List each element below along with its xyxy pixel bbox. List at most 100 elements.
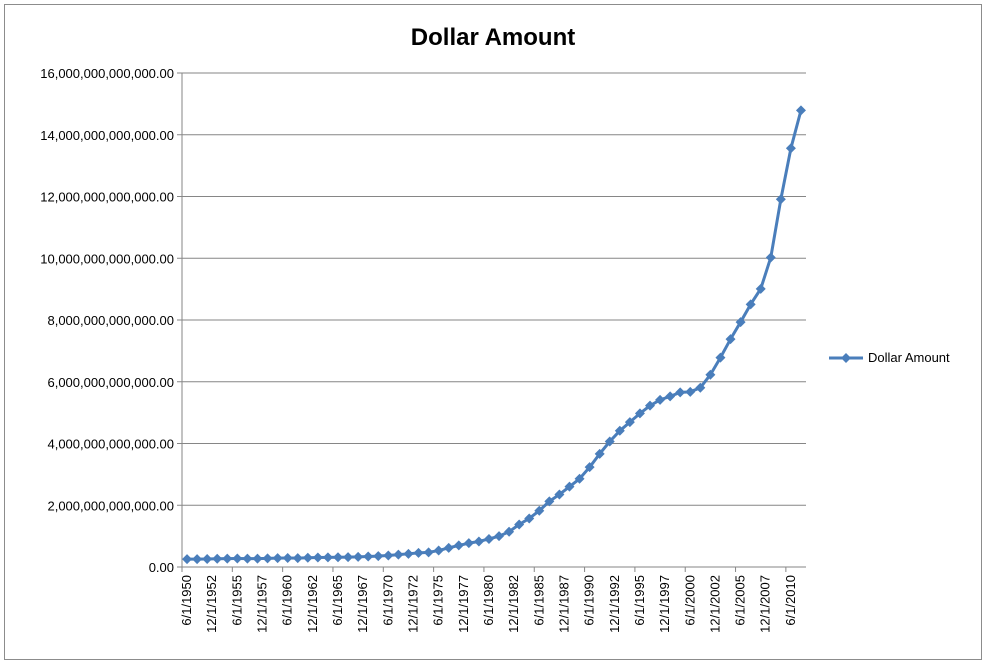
x-tick-label: 12/1/1962 bbox=[305, 575, 320, 633]
legend-swatch-marker bbox=[841, 353, 851, 363]
x-tick-label: 12/1/1997 bbox=[657, 575, 672, 633]
x-tick-label: 12/1/1967 bbox=[355, 575, 370, 633]
data-point-marker bbox=[665, 391, 676, 402]
series-line bbox=[187, 109, 803, 561]
y-tick-label: 8,000,000,000,000.00 bbox=[47, 313, 174, 328]
x-tick-label: 12/1/1987 bbox=[556, 575, 571, 633]
x-tick-label: 6/1/1985 bbox=[531, 575, 546, 626]
data-point-marker bbox=[675, 387, 686, 398]
y-tick-label: 14,000,000,000,000.00 bbox=[40, 128, 174, 143]
data-point-marker bbox=[322, 552, 333, 563]
data-point-marker bbox=[212, 553, 223, 564]
data-point-marker bbox=[614, 425, 625, 436]
x-tick-label: 6/1/1980 bbox=[481, 575, 496, 626]
data-point-marker bbox=[685, 386, 696, 397]
data-point-marker bbox=[524, 513, 535, 524]
data-point-marker bbox=[514, 519, 525, 530]
data-point-marker bbox=[564, 481, 575, 492]
data-point-marker bbox=[785, 143, 796, 154]
y-tick-label: 2,000,000,000,000.00 bbox=[47, 498, 174, 513]
x-tick-label: 6/1/1995 bbox=[632, 575, 647, 626]
x-tick-label: 12/1/1992 bbox=[607, 575, 622, 633]
y-tick-label: 10,000,000,000,000.00 bbox=[40, 251, 174, 266]
data-point-marker bbox=[312, 552, 323, 563]
x-tick-label: 6/1/1990 bbox=[582, 575, 597, 626]
x-tick-label: 12/1/1972 bbox=[405, 575, 420, 633]
x-tick-label: 6/1/2010 bbox=[783, 575, 798, 626]
data-point-marker bbox=[182, 554, 193, 565]
x-tick-label: 6/1/1950 bbox=[179, 575, 194, 626]
data-point-marker bbox=[584, 462, 595, 473]
data-point-marker bbox=[775, 194, 786, 205]
data-point-marker bbox=[403, 548, 414, 559]
data-point-marker bbox=[272, 553, 283, 564]
data-point-marker bbox=[393, 549, 404, 560]
data-point-marker bbox=[624, 417, 635, 428]
x-tick-label: 6/1/1955 bbox=[229, 575, 244, 626]
legend: Dollar Amount bbox=[829, 350, 950, 365]
data-point-marker bbox=[725, 334, 736, 345]
data-point-marker bbox=[333, 552, 343, 563]
data-point-marker bbox=[262, 553, 273, 564]
data-point-marker bbox=[443, 542, 454, 553]
chart-title: Dollar Amount bbox=[411, 24, 575, 51]
x-tick-label: 12/1/1982 bbox=[506, 575, 521, 633]
x-tick-label: 12/1/1957 bbox=[255, 575, 270, 633]
data-point-marker bbox=[705, 369, 716, 380]
x-tick-label: 6/1/2005 bbox=[733, 575, 748, 626]
data-point-marker bbox=[343, 552, 354, 563]
data-point-marker bbox=[755, 283, 766, 294]
data-point-marker bbox=[302, 552, 313, 563]
x-tick-label: 12/1/1977 bbox=[456, 575, 471, 633]
data-point-marker bbox=[735, 317, 746, 328]
y-tick-label: 6,000,000,000,000.00 bbox=[47, 375, 174, 390]
data-point-marker bbox=[423, 547, 434, 558]
data-point-marker bbox=[494, 531, 505, 542]
series-group bbox=[182, 105, 806, 565]
legend-label: Dollar Amount bbox=[868, 350, 950, 365]
data-point-marker bbox=[222, 553, 233, 564]
y-tick-label: 0.00 bbox=[149, 560, 174, 575]
data-point-marker bbox=[453, 540, 464, 551]
data-point-marker bbox=[483, 533, 494, 544]
x-tick-label: 6/1/1965 bbox=[330, 575, 345, 626]
data-point-marker bbox=[745, 299, 756, 310]
data-point-marker bbox=[433, 545, 444, 556]
data-point-marker bbox=[473, 536, 484, 547]
data-point-marker bbox=[544, 496, 555, 507]
data-point-marker bbox=[413, 547, 424, 558]
x-tick-label: 12/1/1952 bbox=[204, 575, 219, 633]
data-point-marker bbox=[655, 394, 666, 405]
data-point-marker bbox=[795, 105, 806, 116]
data-point-marker bbox=[353, 551, 364, 562]
data-point-marker bbox=[383, 550, 394, 561]
gridlines bbox=[182, 72, 806, 568]
data-point-marker bbox=[463, 538, 474, 549]
y-tick-label: 16,000,000,000,000.00 bbox=[40, 66, 174, 81]
data-point-marker bbox=[504, 526, 515, 537]
x-tick-label: 6/1/1975 bbox=[431, 575, 446, 626]
data-point-marker bbox=[252, 553, 263, 564]
data-point-marker bbox=[534, 505, 545, 516]
y-axis: 0.00 2,000,000,000,000.00 4,000,000,000,00… bbox=[40, 66, 183, 575]
x-tick-label: 6/1/1960 bbox=[280, 575, 295, 626]
chart-frame bbox=[4, 4, 982, 660]
y-tick-label: 12,000,000,000,000.00 bbox=[40, 190, 174, 205]
data-point-marker bbox=[282, 553, 293, 564]
data-point-marker bbox=[554, 489, 565, 500]
data-point-marker bbox=[695, 382, 706, 393]
data-point-marker bbox=[202, 554, 213, 565]
x-tick-label: 12/1/2002 bbox=[707, 575, 722, 633]
data-point-marker bbox=[363, 551, 374, 562]
x-tick-label: 12/1/2007 bbox=[758, 575, 773, 633]
data-point-marker bbox=[604, 436, 615, 447]
x-axis: 6/1/1950 12/1/1952 6/1/1955 12/1/1957 6/1/19… bbox=[179, 567, 798, 633]
data-point-marker bbox=[574, 473, 585, 484]
data-point-marker bbox=[594, 448, 605, 459]
data-point-marker bbox=[765, 252, 776, 263]
y-tick-label: 4,000,000,000,000.00 bbox=[47, 437, 174, 452]
data-point-marker bbox=[232, 553, 243, 564]
data-point-marker bbox=[634, 408, 645, 419]
data-point-marker bbox=[715, 352, 726, 363]
